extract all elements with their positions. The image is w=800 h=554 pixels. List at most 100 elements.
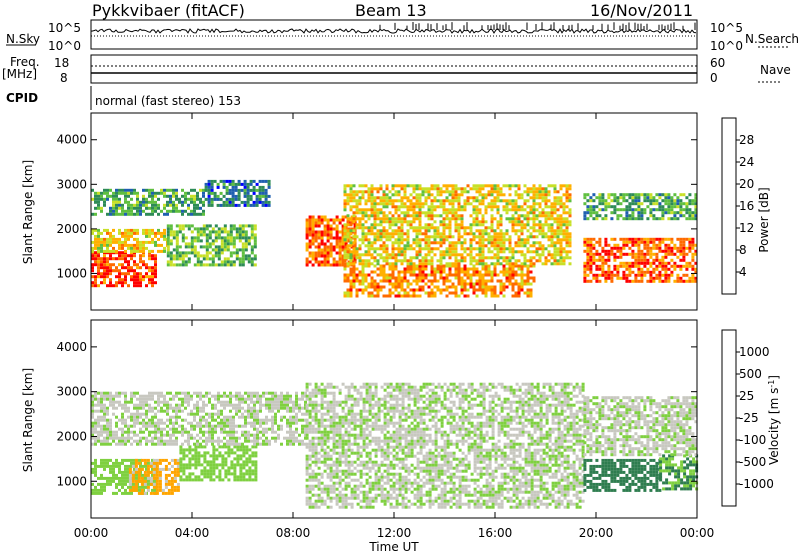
heatmap-cell	[196, 391, 199, 395]
heatmap-cell	[472, 208, 476, 212]
heatmap-cell	[320, 230, 324, 234]
heatmap-cell	[523, 214, 527, 218]
heatmap-cell	[157, 421, 160, 425]
heatmap-cell	[100, 194, 103, 198]
heatmap-cell	[115, 209, 118, 213]
heatmap-cell	[317, 254, 321, 258]
heatmap-cell	[223, 245, 227, 249]
heatmap-cell	[226, 263, 230, 267]
heatmap-cell	[338, 239, 342, 243]
heatmap-cell	[314, 239, 318, 243]
heatmap-cell	[601, 217, 605, 221]
heatmap-cell	[589, 252, 593, 256]
heatmap-cell	[556, 241, 560, 245]
heatmap-cell	[625, 261, 629, 265]
heatmap-cell	[185, 478, 189, 482]
heatmap-cell	[478, 229, 482, 233]
heatmap-cell	[203, 454, 207, 458]
heatmap-cell	[148, 275, 151, 279]
heatmap-cell	[370, 291, 374, 295]
heatmap-cell	[124, 491, 127, 495]
heatmap-cell	[338, 251, 342, 255]
heatmap-cell	[152, 467, 156, 471]
heatmap-cell	[670, 199, 674, 203]
heatmap-cell	[523, 244, 527, 248]
heatmap-cell	[511, 273, 515, 277]
heatmap-cell	[406, 247, 410, 251]
heatmap-cell	[326, 221, 330, 225]
heatmap-cell	[490, 220, 494, 224]
heatmap-cell	[475, 184, 479, 188]
heatmap-cell	[151, 442, 154, 446]
heatmap-cell	[493, 247, 497, 251]
heatmap-cell	[658, 279, 662, 283]
heatmap-cell	[343, 232, 347, 236]
heatmap-cell	[454, 208, 458, 212]
heatmap-cell	[445, 273, 449, 277]
heatmap-cell	[541, 193, 545, 197]
heatmap-cell	[598, 214, 602, 218]
heatmap-cell	[205, 424, 208, 428]
heatmap-cell	[166, 400, 169, 404]
heatmap-cell	[179, 448, 183, 452]
heatmap-cell	[430, 264, 434, 268]
heatmap-cell	[226, 242, 230, 246]
heatmap-cell	[143, 473, 147, 477]
heatmap-cell	[409, 226, 413, 230]
heatmap-cell	[511, 262, 515, 266]
heatmap-cell	[232, 263, 236, 267]
heatmap-cell	[209, 466, 213, 470]
heatmap-cell	[349, 294, 353, 298]
heatmap-cell	[460, 276, 464, 280]
heatmap-cell	[202, 230, 206, 234]
heatmap-cell	[457, 187, 461, 191]
heatmap-cell	[94, 394, 97, 398]
heatmap-cell	[308, 230, 312, 234]
heatmap-cell	[161, 458, 165, 462]
heatmap-cell	[232, 415, 235, 419]
heatmap-cell	[670, 270, 674, 274]
heatmap-cell	[463, 282, 467, 286]
heatmap-cell	[210, 191, 214, 195]
heatmap-cell	[388, 199, 392, 203]
heatmap-cell	[412, 208, 416, 212]
heatmap-cell	[136, 194, 139, 198]
heatmap-cell	[224, 475, 228, 479]
heatmap-cell	[496, 250, 500, 254]
heatmap-cell	[220, 245, 224, 249]
heatmap-cell	[382, 211, 386, 215]
heatmap-cell	[211, 442, 214, 446]
heatmap-cell	[115, 461, 118, 465]
heatmap-cell	[511, 267, 515, 271]
heatmap-cell	[400, 241, 404, 245]
heatmap-cell	[403, 217, 407, 221]
heatmap-cell	[121, 272, 124, 276]
heatmap-cell	[478, 190, 482, 194]
heatmap-cell	[379, 256, 383, 260]
heatmap-cell	[463, 202, 467, 206]
heatmap-cell	[586, 208, 590, 212]
heatmap-cell	[652, 208, 656, 212]
heatmap-cell	[397, 279, 401, 283]
heatmap-cell	[238, 436, 241, 440]
heatmap-cell	[505, 285, 509, 289]
heatmap-cell	[166, 442, 169, 446]
heatmap-cell	[209, 454, 213, 458]
heatmap-cell	[667, 193, 671, 197]
heatmap-cell	[562, 250, 566, 254]
heatmap-cell	[221, 454, 225, 458]
heatmap-cell	[220, 227, 224, 231]
heatmap-cell	[244, 391, 247, 395]
heatmap-cell	[553, 229, 557, 233]
heatmap-cell	[460, 235, 464, 239]
heatmap-cell	[133, 228, 136, 232]
heatmap-cell	[242, 472, 246, 476]
heatmap-cell	[231, 200, 235, 204]
heatmap-cell	[181, 433, 184, 437]
heatmap-cell	[91, 249, 94, 253]
heatmap-cell	[94, 464, 97, 468]
heatmap-cell	[412, 220, 416, 224]
heatmap-cell	[514, 223, 518, 227]
heatmap-cell	[493, 190, 497, 194]
heatmap-cell	[556, 190, 560, 194]
